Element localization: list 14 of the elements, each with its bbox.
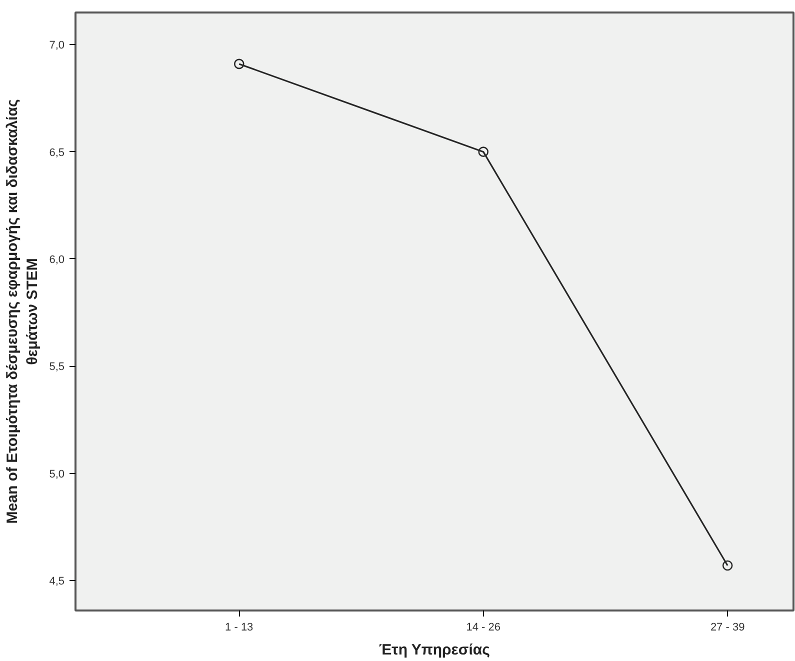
x-tick-label: 27 - 39 xyxy=(710,622,745,634)
y-tick-label: 4,5 xyxy=(49,575,65,588)
x-axis-title: Έτη Υπηρεσίας xyxy=(378,642,490,658)
point xyxy=(478,146,488,157)
y-tick-label: 6,5 xyxy=(49,146,65,159)
x-tick-label: 14 - 26 xyxy=(466,622,500,634)
point xyxy=(722,560,733,571)
y-tick-label: 5,5 xyxy=(49,361,65,374)
y-tick-label: 5,0 xyxy=(49,468,65,480)
y-axis-title: Mean of Ετοιμότητα δέσμευσης εφαρμογής και διδασκαλίας θεμάτων STEM xyxy=(4,99,42,524)
point xyxy=(234,58,244,70)
y-tick-label: 6,0 xyxy=(49,254,65,266)
y-tick-label: 7,0 xyxy=(49,40,65,52)
x-tick-label: 1 - 13 xyxy=(225,622,254,634)
